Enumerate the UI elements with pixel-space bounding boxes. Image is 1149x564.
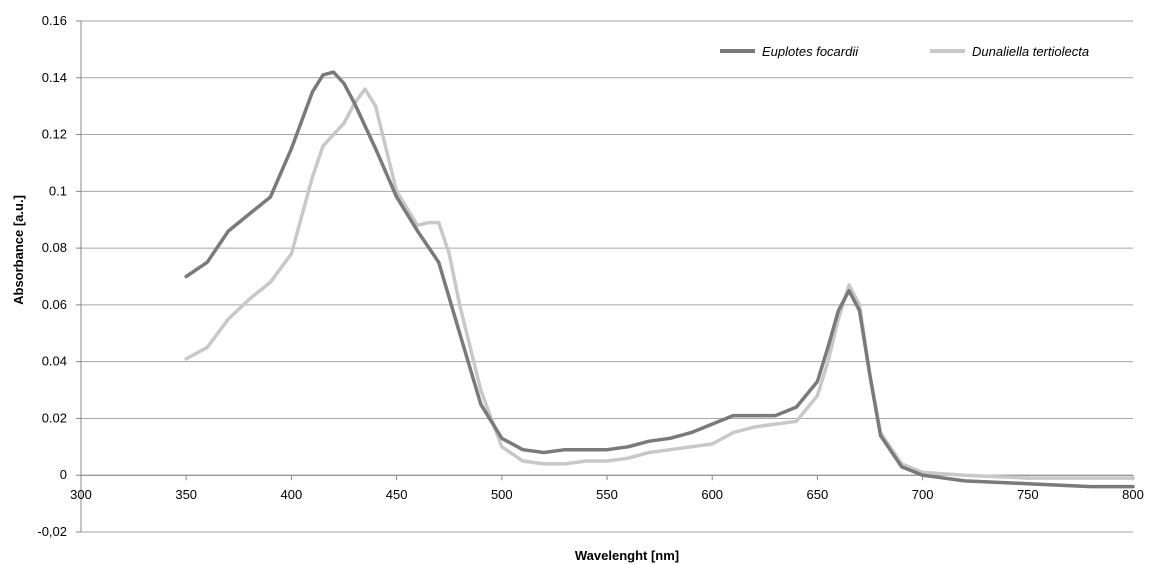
y-tick-label: 0.1 (49, 183, 67, 198)
x-tick-label: 800 (1122, 487, 1144, 502)
series-line-euplotes-focardii (184, 70, 1135, 489)
x-tick-label: 650 (807, 487, 829, 502)
x-tick-label: 350 (175, 487, 197, 502)
y-tick-label: 0 (60, 467, 67, 482)
series-lines (184, 70, 1135, 489)
y-axis-title: Absorbance [a.u.] (11, 195, 26, 305)
x-tick-label: 500 (491, 487, 513, 502)
y-tick-label: -0,02 (37, 524, 67, 539)
x-axis-title: Wavelenght [nm] (575, 548, 679, 563)
axes (76, 20, 1134, 533)
y-tick-label: 0.06 (42, 297, 67, 312)
gridlines (81, 20, 1133, 533)
x-tick-label: 750 (1017, 487, 1039, 502)
series-line-dunaliella-tertiolecta (184, 87, 1135, 480)
y-tick-label: 0.12 (42, 127, 67, 142)
legend-label-dunaliella-tertiolecta: Dunaliella tertiolecta (972, 44, 1089, 59)
y-tick-label: 0.08 (42, 240, 67, 255)
y-tick-labels: -0,02 0 0.02 0.04 0.06 0.08 0.1 0.12 0.14 0.16 (37, 13, 67, 539)
y-tick-label: 0.16 (42, 13, 67, 28)
y-tick-label: 0.14 (42, 70, 67, 85)
x-tick-label: 300 (70, 487, 92, 502)
x-tick-label: 600 (701, 487, 723, 502)
legend-label-euplotes-focardii: Euplotes focardii (762, 44, 859, 59)
x-tick-label: 550 (596, 487, 618, 502)
y-tick-label: 0.02 (42, 410, 67, 425)
y-tick-label: 0.04 (42, 354, 67, 369)
x-tick-labels: 300 350 400 450 500 550 600 650 700 750 800 (70, 487, 1144, 502)
x-tick-label: 700 (912, 487, 934, 502)
x-tick-label: 450 (386, 487, 408, 502)
legend: Euplotes focardii Dunaliella tertiolecta (720, 44, 1089, 59)
x-tick-label: 400 (281, 487, 303, 502)
